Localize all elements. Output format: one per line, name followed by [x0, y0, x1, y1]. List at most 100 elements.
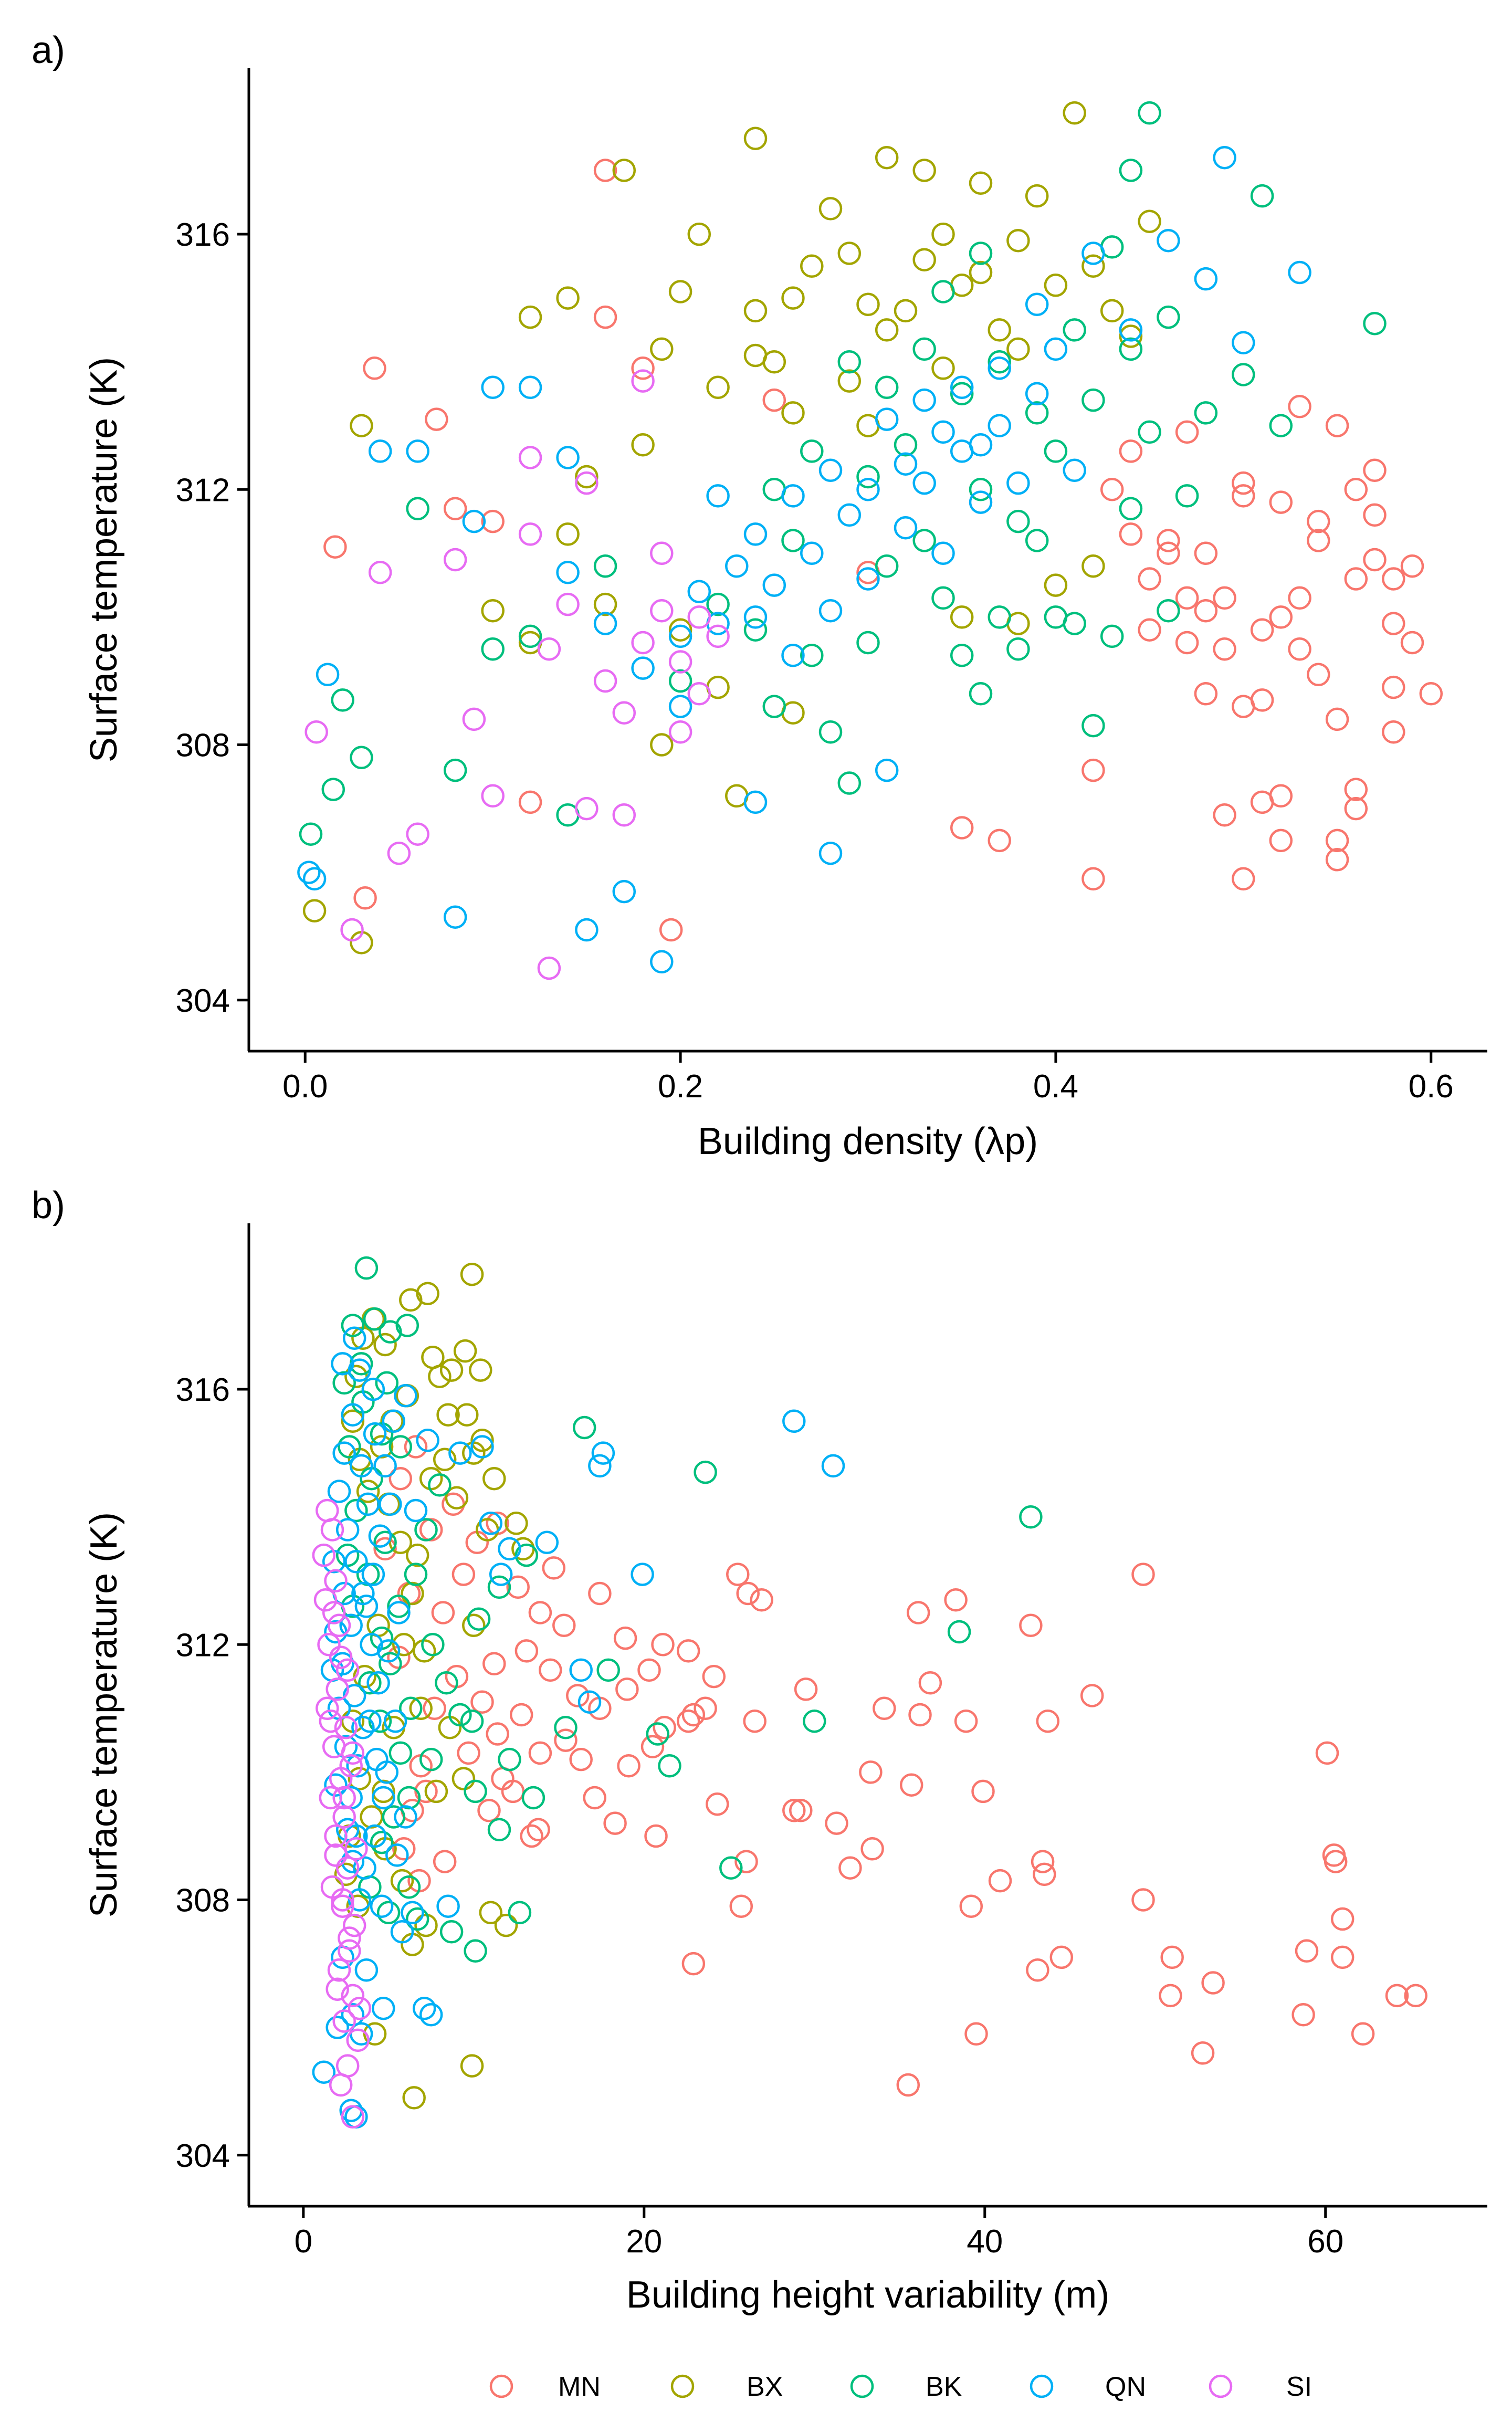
point-bk	[969, 478, 993, 501]
point-bx	[1044, 274, 1068, 297]
panel-b-y-tick: 312	[176, 1627, 249, 1663]
point-mn	[392, 1837, 416, 1861]
point-bx	[363, 2022, 387, 2046]
point-bk	[338, 1435, 361, 1459]
point-bk	[800, 644, 824, 667]
point-qn	[382, 1409, 406, 1433]
point-bx	[969, 171, 993, 195]
point-si	[344, 1837, 368, 1861]
point-bk	[368, 1709, 392, 1733]
point-mn	[506, 1575, 530, 1599]
point-qn	[481, 375, 505, 400]
point-mn	[1119, 439, 1143, 463]
point-si	[335, 2054, 360, 2078]
point-bk	[405, 1907, 429, 1931]
point-bk	[1232, 363, 1255, 386]
point-bk	[387, 1595, 411, 1618]
point-qn	[593, 612, 617, 635]
point-mn	[1325, 829, 1349, 853]
point-qn	[332, 1441, 356, 1465]
point-bx	[424, 1779, 448, 1804]
point-si	[338, 1926, 361, 1950]
point-bk	[363, 1307, 387, 1331]
point-mn	[908, 1703, 932, 1727]
point-si	[324, 1843, 348, 1867]
point-si	[324, 1824, 348, 1848]
point-bk	[572, 1416, 596, 1440]
point-qn	[302, 867, 327, 891]
point-si	[317, 1633, 341, 1656]
point-mn	[971, 1779, 995, 1804]
point-si	[329, 1645, 353, 1669]
panel-a-x-tick: 0.2	[658, 1051, 703, 1105]
point-si	[316, 1498, 339, 1523]
point-bx	[650, 733, 674, 757]
point-bx	[1082, 554, 1105, 578]
point-si	[518, 522, 542, 546]
legend-item-bx: BX	[670, 2372, 783, 2402]
panel-a-y-axis-title: Surface temperature (K)	[83, 357, 125, 762]
point-bk	[521, 1786, 545, 1810]
point-bx	[1006, 228, 1030, 253]
point-mn	[782, 1799, 806, 1822]
point-bk	[428, 1473, 452, 1497]
point-bk	[354, 1256, 379, 1280]
point-qn	[931, 541, 955, 565]
point-bk	[781, 529, 805, 552]
point-mn	[1295, 1939, 1319, 1963]
point-bx	[1044, 573, 1068, 597]
point-qn	[856, 567, 880, 591]
point-bk	[1082, 714, 1105, 738]
point-mn	[1307, 509, 1330, 533]
point-mn	[706, 1792, 729, 1816]
point-mn	[1330, 1907, 1354, 1931]
point-mn	[539, 1658, 562, 1682]
point-bx	[837, 369, 862, 393]
point-qn	[394, 1383, 417, 1408]
point-qn	[988, 357, 1011, 380]
point-qn	[1082, 242, 1105, 265]
point-mn	[637, 1658, 661, 1682]
panel-a-y-tick-label: 308	[176, 728, 230, 764]
panel-b-x-tick: 60	[1307, 2206, 1343, 2260]
point-mn	[1100, 478, 1124, 501]
point-qn	[312, 2060, 336, 2084]
point-qn	[912, 388, 936, 412]
panel-a-x-ticks: 0.0 0.2 0.4 0.6	[282, 1051, 1454, 1105]
point-mn	[1382, 675, 1405, 699]
point-si	[304, 720, 328, 744]
point-mn	[486, 1722, 509, 1746]
point-bk	[1100, 624, 1124, 648]
point-bk	[1025, 529, 1049, 552]
point-bk	[350, 746, 373, 770]
point-qn	[366, 1671, 390, 1695]
point-mn	[481, 509, 505, 533]
point-si	[593, 669, 617, 693]
panel-a-x-tick-label: 0.2	[658, 1068, 703, 1105]
point-qn	[385, 1843, 409, 1867]
point-bk	[1119, 497, 1143, 521]
point-bk	[1082, 388, 1105, 412]
point-bk	[414, 1518, 438, 1542]
point-bk	[947, 1620, 971, 1644]
point-mn	[1315, 1741, 1339, 1765]
point-bk	[1194, 401, 1218, 425]
point-qn	[470, 1435, 494, 1459]
point-bx	[856, 292, 880, 317]
point-bk	[481, 637, 505, 661]
point-bx	[366, 1613, 390, 1638]
point-qn	[969, 490, 993, 514]
point-mn	[644, 1824, 668, 1848]
point-mn	[1080, 1684, 1104, 1707]
point-qn	[370, 1894, 394, 1918]
point-bx	[436, 1403, 460, 1427]
point-bx	[455, 1403, 479, 1427]
panel-a-x-tick-label: 0.4	[1033, 1068, 1078, 1105]
point-bk	[382, 1805, 406, 1829]
point-qn	[912, 471, 936, 495]
point-qn	[821, 1454, 845, 1478]
point-bk	[1363, 311, 1387, 335]
point-mn	[859, 1760, 883, 1784]
point-bk	[406, 497, 429, 521]
point-qn	[818, 599, 843, 623]
